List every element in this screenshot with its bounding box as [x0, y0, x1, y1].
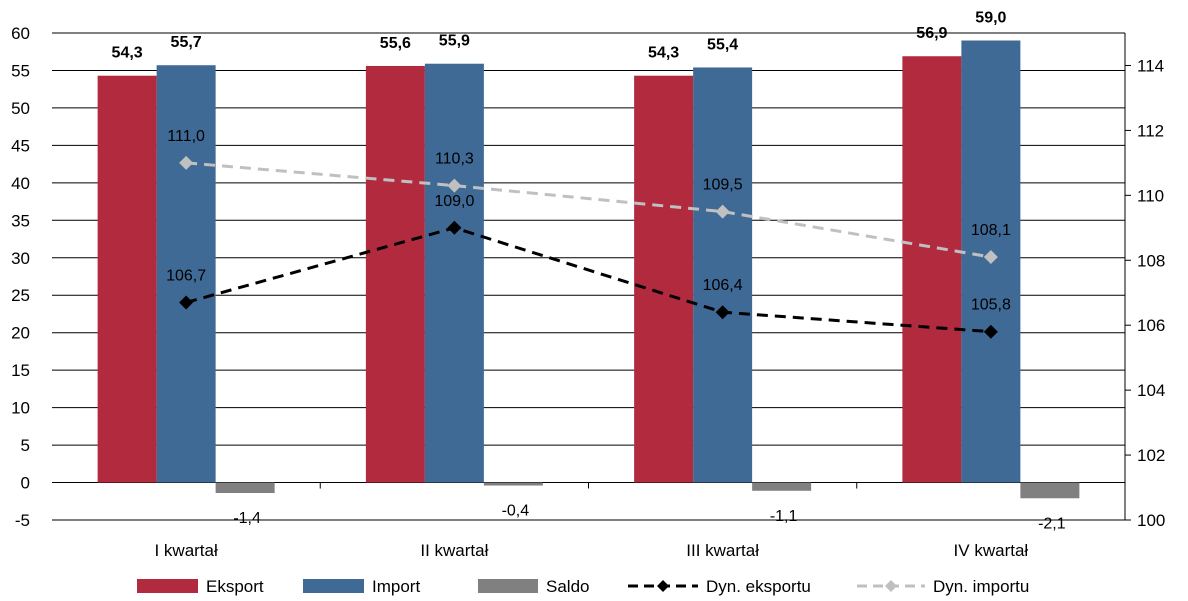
legend-label: Dyn. eksportu: [706, 577, 811, 596]
bar-value-label: -2,1: [1038, 515, 1066, 532]
y-right-tick-label: 110: [1137, 186, 1164, 205]
line-marker: [447, 220, 462, 235]
line-marker: [983, 250, 998, 265]
bar-saldo: [752, 482, 812, 491]
bar-value-label: 55,4: [707, 36, 738, 53]
y-left-tick-label: 50: [11, 99, 30, 118]
line-value-label: 105,8: [971, 297, 1011, 314]
y-left-tick-label: 5: [21, 436, 30, 455]
line-value-label: 106,7: [166, 267, 206, 284]
legend: [137, 579, 925, 593]
bar-eksport: [97, 75, 157, 483]
bar-value-label: 54,3: [112, 45, 143, 62]
y-left-tick-label: 30: [11, 249, 30, 268]
x-category-label: IV kwartał: [954, 541, 1029, 560]
line-value-label: 109,5: [703, 177, 743, 194]
bar-import: [156, 65, 216, 483]
legend-label: Import: [372, 577, 420, 596]
y-left-tick-label: 45: [11, 136, 30, 155]
bar-eksport: [634, 75, 694, 483]
y-right-tick-label: 108: [1137, 251, 1165, 270]
y-right-tick-label: 114: [1137, 56, 1164, 75]
line-value-label: 109,0: [434, 193, 474, 210]
bar-value-label: -1,4: [233, 510, 261, 527]
legend-marker: [657, 580, 669, 592]
y-right-tick-label: 102: [1137, 446, 1165, 465]
line-marker: [715, 305, 730, 320]
y-left-tick-label: 60: [11, 24, 30, 43]
line-value-label: 108,1: [971, 222, 1011, 239]
bar-import: [693, 67, 753, 483]
line-marker: [983, 324, 998, 339]
legend-swatch: [478, 579, 538, 593]
legend-label: Saldo: [546, 577, 589, 596]
bar-eksport: [902, 56, 962, 483]
line-marker: [179, 155, 194, 170]
legend-label: Eksport: [206, 577, 264, 596]
y-left-tick-label: 20: [11, 324, 30, 343]
bar-value-label: 55,6: [380, 35, 411, 52]
bar-value-label: 55,9: [439, 33, 470, 50]
bar-saldo: [1020, 482, 1080, 499]
x-category-label: III kwartał: [686, 541, 759, 560]
y-right-tick-label: 104: [1137, 381, 1165, 400]
bar-value-label: 55,7: [171, 34, 202, 51]
line-marker: [179, 295, 194, 310]
y-left-tick-label: 40: [11, 174, 30, 193]
line-value-label: 106,4: [703, 277, 743, 294]
line-value-label: 111,0: [167, 128, 205, 145]
line-marker: [447, 178, 462, 193]
legend-label: Dyn. importu: [933, 577, 1029, 596]
line-marker: [715, 204, 730, 219]
legend-swatch: [137, 579, 198, 593]
bar-value-label: -1,1: [770, 508, 798, 525]
legend-swatch: [303, 579, 364, 593]
bar-value-label: -0,4: [502, 503, 530, 520]
line-dyn-importu: [185, 161, 992, 259]
y-left-tick-label: 10: [11, 399, 30, 418]
y-right-tick-label: 100: [1137, 511, 1165, 530]
bar-value-label: 56,9: [916, 25, 947, 42]
y-right-tick-label: 106: [1137, 316, 1165, 335]
bar-import: [424, 63, 484, 483]
bar-value-label: 59,0: [975, 9, 1006, 26]
bar-eksport: [365, 65, 425, 483]
bar-saldo: [483, 482, 543, 486]
y-left-tick-label: 15: [11, 361, 30, 380]
y-left-tick-label: 25: [11, 286, 30, 305]
y-right-tick-label: 112: [1137, 121, 1164, 140]
line-value-label: 110,3: [435, 151, 474, 168]
bar-saldo: [215, 482, 275, 494]
legend-marker: [885, 580, 897, 592]
y-left-tick-label: 35: [11, 211, 30, 230]
y-left-tick-label: -5: [15, 511, 30, 530]
line-dyn-eksportu: [185, 226, 991, 334]
bar-value-label: 54,3: [648, 45, 679, 62]
x-category-label: II kwartał: [420, 541, 488, 560]
x-category-label: I kwartał: [154, 541, 218, 560]
y-left-tick-label: 0: [21, 474, 30, 493]
y-left-tick-label: 55: [11, 61, 30, 80]
